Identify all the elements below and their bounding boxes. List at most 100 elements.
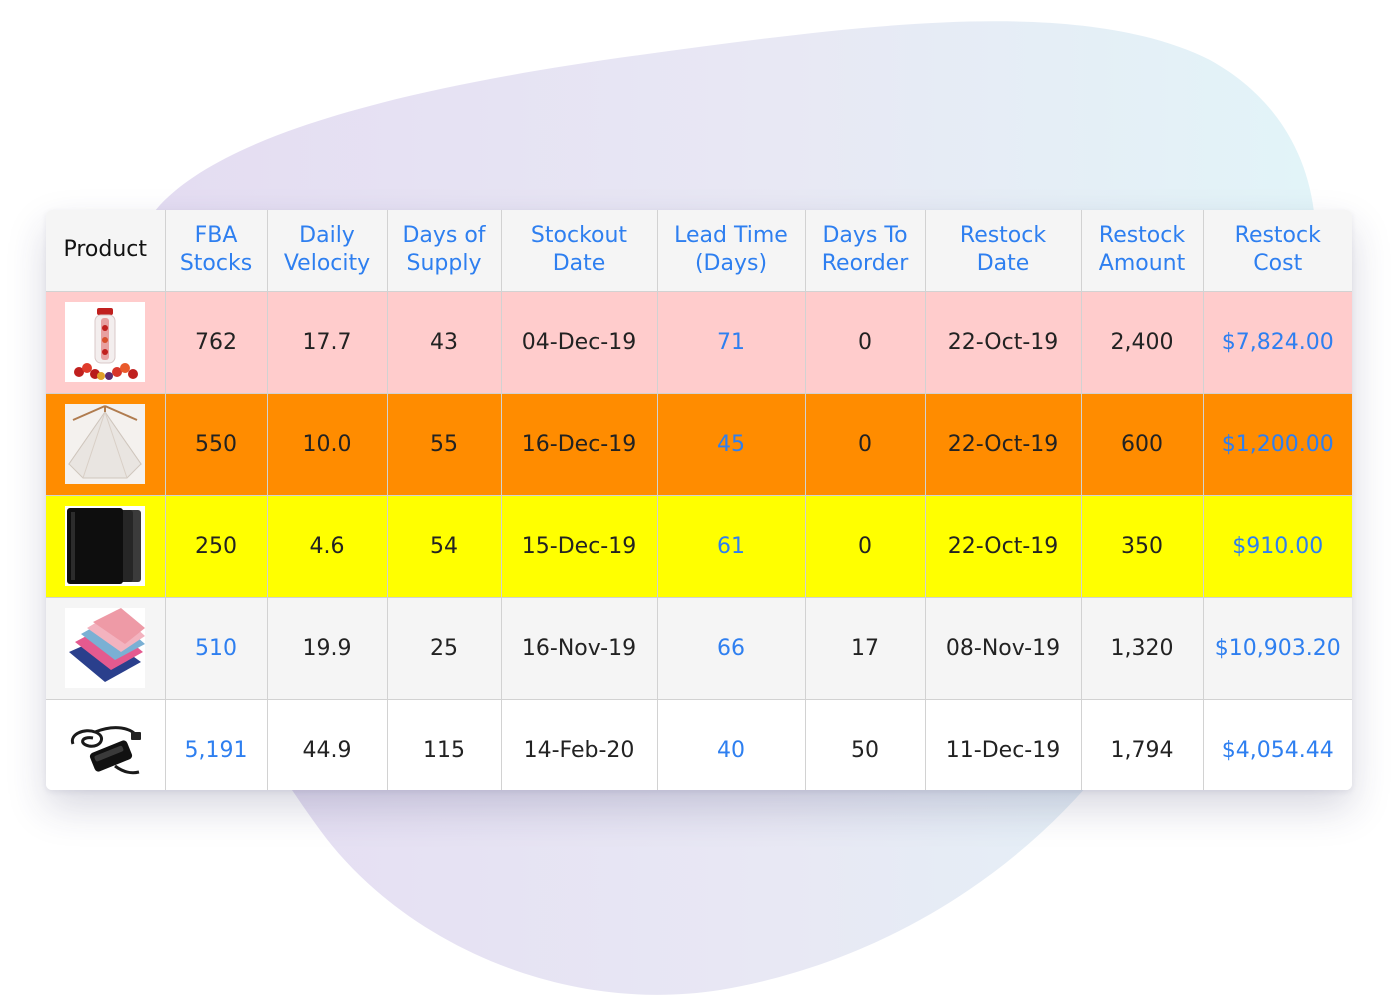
header-restock-cost[interactable]: Restock Cost: [1202, 210, 1352, 292]
header-stockout-date[interactable]: Stockout Date: [500, 210, 658, 292]
fba-stocks-link[interactable]: 5,191: [184, 737, 248, 763]
days-to-reorder-cell: 0: [804, 392, 926, 496]
black-case-icon[interactable]: [65, 506, 146, 586]
restock-amount-value: 1,320: [1110, 635, 1174, 661]
restock-date-value: 22-Oct-19: [947, 431, 1059, 457]
header-product-label: Product: [63, 237, 148, 263]
header-label-line: Restock: [1234, 223, 1321, 249]
fba-stocks-cell: 550: [164, 392, 268, 496]
restock-date-value: 22-Oct-19: [947, 533, 1059, 559]
stockout-date-value: 04-Dec-19: [521, 329, 637, 355]
restock-cost-link[interactable]: $7,824.00: [1221, 329, 1334, 355]
lead-time-link[interactable]: 45: [717, 431, 745, 457]
lead-time-link[interactable]: 61: [717, 533, 745, 559]
header-label-line: Days To: [822, 223, 908, 249]
lead-time-link[interactable]: 71: [717, 329, 745, 355]
header-product: Product: [46, 210, 166, 292]
stockout-date-cell: 16-Dec-19: [500, 392, 658, 496]
stockout-date-cell: 15-Dec-19: [500, 494, 658, 598]
header-label-line: FBA: [194, 223, 238, 249]
header-label-line: Daily: [299, 223, 355, 249]
water-bottle-icon[interactable]: [65, 302, 146, 382]
fba-stocks-link[interactable]: 510: [195, 635, 237, 661]
lead-time-cell: 40: [656, 698, 806, 790]
header-fba-stocks[interactable]: FBA Stocks: [164, 210, 268, 292]
lead-time-cell: 71: [656, 290, 806, 394]
table-header-row: Product FBA Stocks Daily Velocity Days o…: [46, 210, 1352, 292]
restock-amount-cell: 2,400: [1080, 290, 1204, 394]
daily-velocity-cell: 4.6: [266, 494, 388, 598]
header-days-of-supply[interactable]: Days of Supply: [386, 210, 502, 292]
lead-time-link[interactable]: 40: [717, 737, 745, 763]
fba-stocks-value: 762: [195, 329, 237, 355]
fba-stocks-value: 550: [195, 431, 237, 457]
days-of-supply-value: 25: [430, 635, 458, 661]
days-of-supply-cell: 54: [386, 494, 502, 598]
fba-stocks-cell: 762: [164, 290, 268, 394]
stockout-date-cell: 16-Nov-19: [500, 596, 658, 700]
product-image-cell: [46, 596, 166, 700]
header-label-line: Reorder: [821, 251, 909, 277]
table-row: 550 10.0 55 16-Dec-19 45 0 22-Oct-19 600…: [46, 392, 1352, 496]
restock-date-cell: 22-Oct-19: [924, 392, 1082, 496]
restock-cost-cell: $7,824.00: [1202, 290, 1352, 394]
fba-stocks-cell: 510: [164, 596, 268, 700]
header-label-line: (Days): [694, 251, 768, 277]
header-lead-time[interactable]: Lead Time (Days): [656, 210, 806, 292]
stockout-date-cell: 14-Feb-20: [500, 698, 658, 790]
header-days-to-reorder[interactable]: Days To Reorder: [804, 210, 926, 292]
colored-cloths-icon[interactable]: [65, 608, 146, 688]
days-of-supply-cell: 115: [386, 698, 502, 790]
restock-cost-cell: $10,903.20: [1202, 596, 1352, 700]
days-to-reorder-value: 0: [858, 533, 872, 559]
restock-amount-cell: 1,794: [1080, 698, 1204, 790]
restock-date-cell: 11-Dec-19: [924, 698, 1082, 790]
header-label-line: Days of: [402, 223, 486, 249]
header-label-line: Velocity: [283, 251, 371, 277]
product-image-cell: [46, 290, 166, 394]
product-image-cell: [46, 698, 166, 790]
restock-amount-cell: 350: [1080, 494, 1204, 598]
days-to-reorder-value: 17: [851, 635, 879, 661]
daily-velocity-cell: 10.0: [266, 392, 388, 496]
restock-cost-link[interactable]: $4,054.44: [1221, 737, 1334, 763]
days-to-reorder-cell: 17: [804, 596, 926, 700]
restock-cost-link[interactable]: $1,200.00: [1221, 431, 1334, 457]
lead-time-cell: 45: [656, 392, 806, 496]
days-of-supply-value: 115: [423, 737, 465, 763]
restock-cost-cell: $1,200.00: [1202, 392, 1352, 496]
days-to-reorder-cell: 0: [804, 494, 926, 598]
header-label-line: Cost: [1253, 251, 1303, 277]
header-label-line: Restock: [1098, 223, 1186, 249]
power-adapter-icon[interactable]: [65, 710, 146, 790]
header-label-line: Lead Time: [674, 223, 788, 249]
product-image-cell: [46, 494, 166, 598]
daily-velocity-value: 44.9: [302, 737, 352, 763]
table-row: 510 19.9 25 16-Nov-19 66 17 08-Nov-19 1,…: [46, 596, 1352, 700]
header-label-line: Supply: [406, 251, 482, 277]
header-label-line: Stockout: [530, 223, 628, 249]
lead-time-link[interactable]: 66: [717, 635, 745, 661]
header-restock-date[interactable]: Restock Date: [924, 210, 1082, 292]
header-restock-amount[interactable]: Restock Amount: [1080, 210, 1204, 292]
product-image-cell: [46, 392, 166, 496]
header-daily-velocity[interactable]: Daily Velocity: [266, 210, 388, 292]
restock-amount-value: 600: [1121, 431, 1163, 457]
table-row: 5,191 44.9 115 14-Feb-20 40 50 11-Dec-19…: [46, 698, 1352, 790]
days-to-reorder-cell: 0: [804, 290, 926, 394]
restock-cost-link[interactable]: $910.00: [1232, 533, 1324, 559]
white-pyramid-product-icon[interactable]: [65, 404, 146, 484]
stockout-date-value: 16-Nov-19: [521, 635, 637, 661]
daily-velocity-cell: 17.7: [266, 290, 388, 394]
stockout-date-value: 16-Dec-19: [521, 431, 637, 457]
days-to-reorder-value: 50: [851, 737, 879, 763]
lead-time-cell: 61: [656, 494, 806, 598]
daily-velocity-cell: 19.9: [266, 596, 388, 700]
restock-date-cell: 22-Oct-19: [924, 494, 1082, 598]
restock-amount-cell: 600: [1080, 392, 1204, 496]
restock-cost-link[interactable]: $10,903.20: [1214, 635, 1341, 661]
table-row: 250 4.6 54 15-Dec-19 61 0 22-Oct-19 350 …: [46, 494, 1352, 598]
restock-amount-value: 350: [1121, 533, 1163, 559]
daily-velocity-value: 17.7: [302, 329, 352, 355]
